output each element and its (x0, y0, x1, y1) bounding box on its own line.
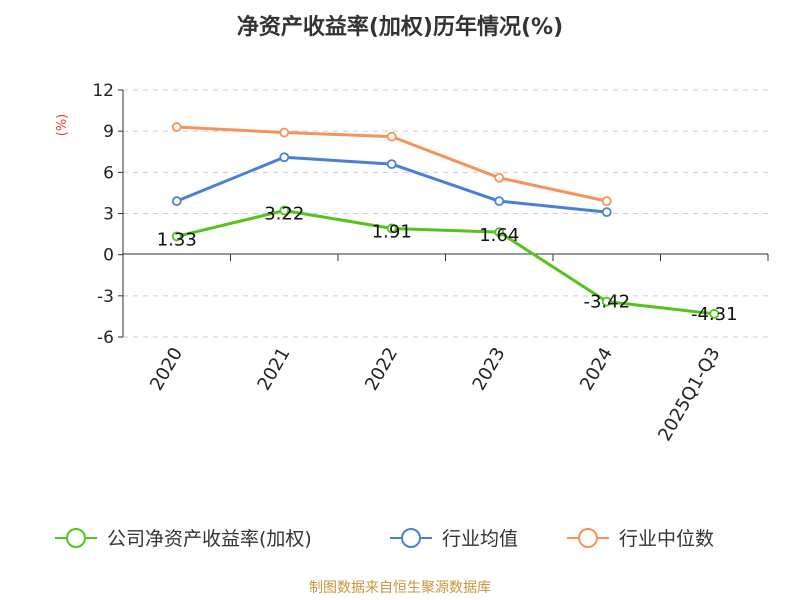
series-point (494, 196, 505, 207)
series-point (494, 227, 505, 238)
series-point (601, 207, 612, 218)
y-tick-label: -6 (97, 328, 114, 348)
legend: 公司净资产收益率(加权) 行业均值 行业中位数 (55, 528, 714, 550)
series-point (386, 131, 397, 142)
legend-marker (401, 528, 421, 548)
data-label-layer: 1.33 3.22 1.91 1.64 -3.42 -4.31 (157, 203, 738, 324)
data-label: -3.42 (583, 292, 630, 313)
x-tick-label: 2021 (253, 344, 294, 394)
series-point (386, 223, 397, 234)
axis-layer: 12 9 6 3 0 -3 -6 2020 2021 2022 2023 2024 2025Q1-Q3 (92, 81, 769, 445)
legend-marker (578, 528, 598, 548)
y-tick-label: 6 (103, 163, 114, 183)
y-tick-label: -3 (97, 287, 114, 307)
legend-label: 行业均值 (442, 528, 518, 550)
data-label: 1.33 (157, 229, 197, 250)
series-point (709, 308, 720, 319)
data-label: 3.22 (264, 203, 304, 224)
series-point (601, 296, 612, 307)
chart-title: 净资产收益率(加权)历年情况(%) (237, 14, 563, 40)
y-tick-label: 9 (103, 122, 114, 142)
legend-label: 行业中位数 (619, 528, 714, 550)
data-label: 1.91 (372, 221, 412, 242)
x-tick-label: 2023 (468, 344, 509, 394)
y-axis-label: (%) (55, 114, 70, 137)
series-point (279, 127, 290, 138)
series-point (171, 231, 182, 242)
series-point (279, 205, 290, 216)
grid-layer (123, 89, 768, 338)
series-point (386, 159, 397, 170)
y-tick-label: 0 (103, 246, 114, 266)
series-point (279, 152, 290, 163)
series-point (171, 122, 182, 132)
legend-marker (66, 528, 86, 548)
series-point (494, 172, 505, 183)
x-tick-label: 2025Q1-Q3 (654, 344, 724, 445)
data-label: 1.64 (479, 225, 519, 246)
y-tick-label: 12 (92, 81, 114, 101)
data-label: -4.31 (691, 304, 738, 325)
series-point (601, 196, 612, 207)
y-tick-label: 3 (103, 205, 114, 225)
series-layer (171, 122, 720, 319)
x-tick-label: 2020 (146, 344, 187, 394)
series-line (176, 208, 715, 316)
x-tick-label: 2022 (361, 344, 402, 394)
source-note: 制图数据来自恒生聚源数据库 (309, 580, 491, 596)
series-point (171, 196, 182, 207)
legend-label: 公司净资产收益率(加权) (107, 528, 312, 550)
x-tick-label: 2024 (576, 344, 617, 394)
